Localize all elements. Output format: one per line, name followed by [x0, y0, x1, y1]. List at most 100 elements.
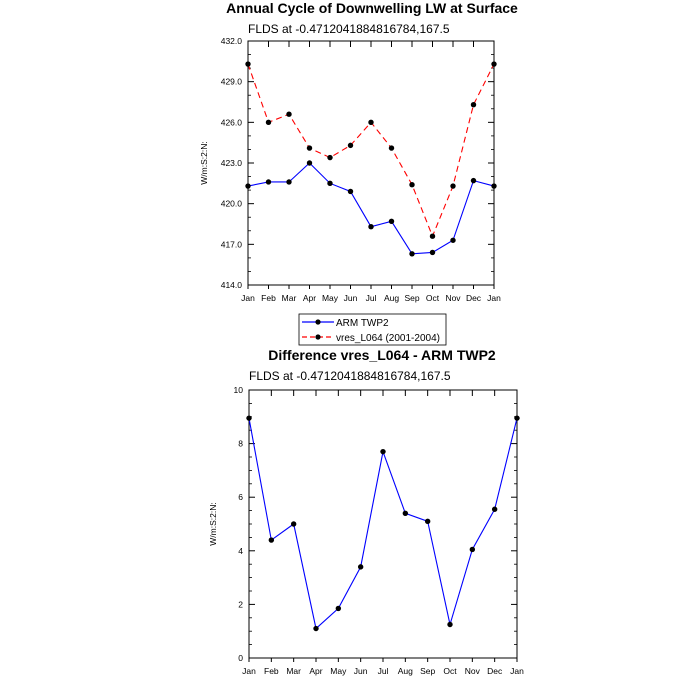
- chart-1-x-tick-label: May: [322, 293, 339, 303]
- chart-2-point-series-1: [357, 564, 364, 570]
- chart-1-point-arm-twp2: [327, 180, 333, 187]
- chart-1-y-tick-label: 414.0: [221, 280, 243, 290]
- legend-item-vres-l064: vres_L064 (2001-2004): [302, 333, 440, 344]
- chart-2-point-series-1: [491, 506, 498, 512]
- chart-1-x-tick-label: Sep: [404, 293, 419, 303]
- chart-1-x-tick-label: Apr: [303, 293, 316, 303]
- chart-1-point-vres-l064-2001-2004: [409, 181, 415, 188]
- chart-1-y-tick-label: 420.0: [221, 199, 243, 209]
- chart-1-point-arm-twp2: [286, 179, 292, 185]
- chart-1-x-tick-label: Nov: [445, 293, 461, 303]
- chart-1-point-vres-l064-2001-2004: [470, 102, 477, 108]
- chart-1-point-vres-l064-2001-2004: [306, 145, 313, 151]
- chart-1-x-tick-label: Jul: [366, 293, 377, 303]
- chart-2-point-series-1: [469, 546, 476, 553]
- chart-1-x-tick-label: Jan: [487, 293, 501, 303]
- chart-2-y-axis-label: W/m:S:2:N:: [208, 502, 218, 545]
- legend-label-vres-l064: vres_L064 (2001-2004): [336, 333, 440, 344]
- chart-1-point-arm-twp2: [450, 237, 456, 243]
- chart-2-plot-frame: [248, 389, 518, 659]
- legend-marker-vres-l064: [315, 334, 321, 340]
- chart-1-point-vres-l064-2001-2004: [429, 233, 436, 239]
- chart-2-y-tick-label: 4: [238, 546, 243, 556]
- chart-2-y-tick-label: 2: [238, 599, 243, 609]
- chart-1-point-arm-twp2: [409, 251, 415, 257]
- chart-1-point-arm-twp2: [388, 218, 395, 224]
- chart-1-y-tick-label: 429.0: [221, 77, 243, 87]
- chart-2-x-tick-label: Apr: [309, 666, 322, 676]
- chart-1-x-tick-label: Dec: [466, 293, 482, 303]
- chart-2-series: [246, 415, 520, 632]
- chart-1-legend: ARM TWP2 vres_L064 (2001-2004): [298, 313, 447, 346]
- chart-1-point-arm-twp2: [347, 188, 354, 195]
- chart-1-series: [245, 61, 497, 257]
- legend-item-arm-twp2: ARM TWP2: [302, 318, 389, 329]
- chart-2-point-series-1: [335, 605, 342, 612]
- chart-1-plot-frame: [247, 40, 495, 286]
- chart-2-y-tick-label: 6: [238, 492, 243, 502]
- chart-1-point-vres-l064-2001-2004: [347, 142, 354, 149]
- chart-1-point-vres-l064-2001-2004: [368, 119, 374, 126]
- chart-1-x-tick-label: Aug: [384, 293, 399, 303]
- legend-label-arm-twp2: ARM TWP2: [336, 318, 389, 329]
- chart-1-point-arm-twp2: [265, 179, 272, 185]
- chart-1-y-tick-label: 423.0: [221, 158, 243, 168]
- chart-1-title: Annual Cycle of Downwelling LW at Surfac…: [226, 0, 518, 16]
- chart-1-x-tick-label: Jun: [344, 293, 358, 303]
- chart-1-point-arm-twp2: [306, 160, 313, 166]
- chart-1-point-arm-twp2: [245, 183, 251, 189]
- chart-2-x-tick-label: Aug: [398, 666, 413, 676]
- chart-2-point-series-1: [514, 415, 520, 421]
- chart-1-y-tick-labels: 414.0 417.0 420.0 423.0 426.0 429.0 432.0: [221, 36, 243, 290]
- chart-2-x-tick-label: Oct: [443, 666, 457, 676]
- chart-2-y-tick-label: 8: [238, 439, 243, 449]
- chart-2-point-series-1: [313, 625, 319, 632]
- chart-2-ticks: [248, 389, 518, 662]
- chart-2-point-series-1: [246, 415, 252, 421]
- chart-2-point-series-1: [424, 518, 431, 525]
- chart-1-y-axis-label: W/m:S:2:N:: [199, 141, 209, 184]
- chart-2-x-tick-label: Jul: [378, 666, 389, 676]
- chart-1-point-vres-l064-2001-2004: [265, 119, 272, 126]
- chart-2-x-tick-label: Sep: [420, 666, 435, 676]
- chart-2-x-tick-label: Jan: [510, 666, 524, 676]
- chart-2-x-tick-label: Dec: [487, 666, 503, 676]
- chart-2-point-series-1: [447, 621, 453, 628]
- chart-1-y-tick-label: 426.0: [221, 117, 243, 127]
- chart-1-point-vres-l064-2001-2004: [245, 61, 251, 67]
- chart-1-point-vres-l064-2001-2004: [491, 61, 497, 67]
- chart-2-x-tick-label: Jun: [354, 666, 368, 676]
- legend-box: [298, 313, 447, 346]
- chart-1-subtitle: FLDS at -0.4712041884816784,167.5: [248, 22, 450, 36]
- chart-2-y-tick-labels: 0 2 4 6 8 10: [234, 385, 244, 663]
- chart-2-title: Difference vres_L064 - ARM TWP2: [268, 347, 496, 363]
- chart-1-x-tick-label: Feb: [261, 293, 276, 303]
- chart-2: Difference vres_L064 - ARM TWP2 FLDS at …: [208, 347, 524, 676]
- chart-1-x-tick-label: Oct: [426, 293, 440, 303]
- chart-2-point-series-1: [402, 510, 409, 516]
- chart-2-x-tick-label: May: [330, 666, 347, 676]
- legend-marker-arm-twp2: [315, 319, 321, 325]
- chart-1-x-tick-labels: Jan Feb Mar Apr May Jun Jul Aug Sep Oct Nov Dec Jan: [241, 293, 501, 303]
- chart-2-x-tick-label: Mar: [286, 666, 301, 676]
- chart-1-x-tick-label: Jan: [241, 293, 255, 303]
- chart-1-point-arm-twp2: [429, 249, 436, 256]
- chart-2-x-tick-labels: Jan Feb Mar Apr May Jun Jul Aug Sep Oct Nov Dec Jan: [242, 666, 524, 676]
- chart-2-subtitle: FLDS at -0.4712041884816784,167.5: [249, 369, 451, 383]
- chart-1-y-tick-label: 417.0: [221, 239, 243, 249]
- chart-1-line-vres-l064-2001-2004: [247, 63, 495, 238]
- chart-1: Annual Cycle of Downwelling LW at Surfac…: [199, 0, 518, 303]
- chart-2-point-series-1: [290, 521, 297, 527]
- chart-2-x-tick-label: Nov: [465, 666, 481, 676]
- chart-1-line-arm-twp2: [247, 162, 495, 255]
- chart-1-point-vres-l064-2001-2004: [327, 154, 333, 161]
- chart-2-x-tick-label: Jan: [242, 666, 256, 676]
- chart-2-y-tick-label: 0: [238, 653, 243, 663]
- chart-2-x-tick-label: Feb: [264, 666, 279, 676]
- chart-1-ticks: [247, 40, 495, 289]
- chart-1-point-arm-twp2: [368, 224, 374, 230]
- chart-1-point-vres-l064-2001-2004: [388, 145, 395, 151]
- chart-1-point-arm-twp2: [491, 183, 497, 189]
- chart-2-point-series-1: [380, 448, 386, 455]
